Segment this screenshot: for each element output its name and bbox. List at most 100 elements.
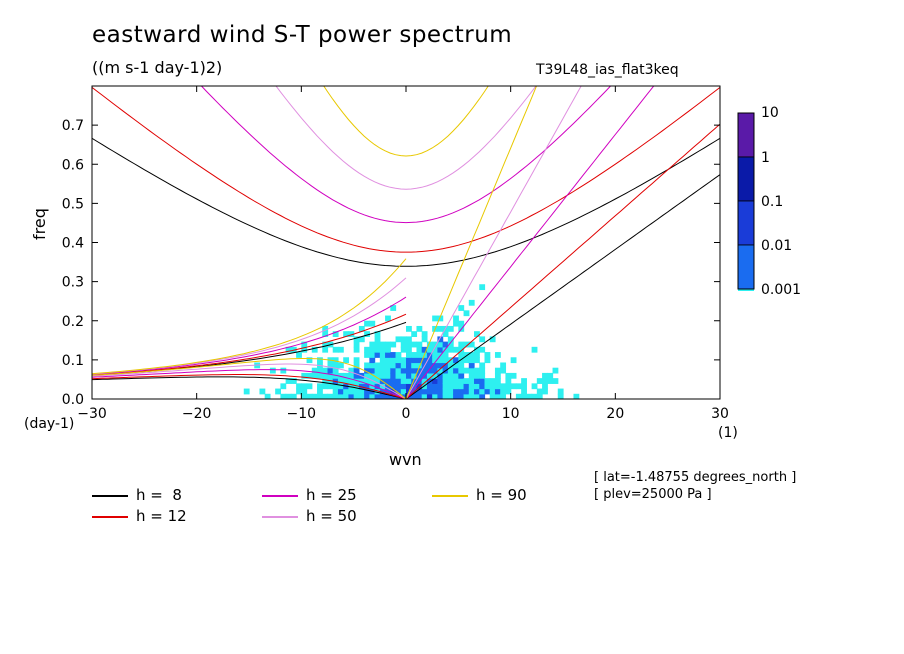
colorbar-label: 0.1 bbox=[761, 194, 783, 210]
field-cell bbox=[421, 378, 428, 384]
x-tick-label: −20 bbox=[182, 406, 212, 422]
legend-line-h90 bbox=[432, 495, 468, 497]
field-cell bbox=[285, 393, 292, 399]
field-cell bbox=[406, 383, 412, 390]
field-cell bbox=[306, 372, 313, 379]
field-cell bbox=[447, 393, 454, 399]
field-cell bbox=[458, 367, 465, 374]
legend-label-h12: h = 12 bbox=[136, 507, 187, 525]
field-cell bbox=[453, 378, 459, 384]
field-cell bbox=[406, 357, 412, 364]
field-cell bbox=[332, 367, 339, 374]
field-cell bbox=[453, 315, 459, 322]
field-cell bbox=[332, 357, 339, 364]
field-cell bbox=[421, 367, 428, 374]
field-cell bbox=[379, 346, 386, 353]
field-cell bbox=[353, 388, 360, 395]
kelvin-wave-curve bbox=[405, 86, 655, 399]
field-cell bbox=[411, 362, 418, 369]
field-cell bbox=[400, 393, 407, 399]
field-cell bbox=[505, 383, 512, 390]
field-cell bbox=[348, 378, 355, 384]
field-cell bbox=[369, 367, 376, 374]
field-cell bbox=[500, 388, 507, 395]
field-cell bbox=[343, 378, 350, 384]
field-cell bbox=[432, 383, 438, 390]
rossby-wave-curve bbox=[92, 358, 407, 399]
field-cell bbox=[406, 325, 412, 332]
field-cell bbox=[400, 372, 407, 379]
field-cell bbox=[484, 383, 491, 390]
field-cell bbox=[505, 388, 512, 395]
field-cell bbox=[463, 310, 470, 317]
y-axis-unit: (day-1) bbox=[24, 416, 75, 432]
field-cell bbox=[494, 372, 501, 379]
field-cell bbox=[489, 378, 496, 384]
field-cell bbox=[515, 383, 522, 390]
field-cell bbox=[369, 393, 376, 399]
field-cell bbox=[395, 372, 402, 379]
field-cell bbox=[374, 341, 381, 348]
field-cell bbox=[322, 331, 329, 337]
field-cell bbox=[458, 362, 465, 369]
latitude-info: [ lat=-1.48755 degrees_north ] bbox=[594, 470, 797, 485]
field-cell bbox=[458, 346, 465, 353]
field-cell bbox=[348, 367, 355, 374]
inertia-gravity-wave-curve bbox=[275, 86, 537, 190]
field-cell bbox=[337, 378, 344, 384]
legend-label-h90: h = 90 bbox=[476, 486, 527, 504]
field-cell bbox=[395, 362, 402, 369]
field-cell bbox=[285, 378, 292, 384]
field-cell bbox=[332, 388, 339, 395]
field-cell bbox=[468, 299, 475, 306]
field-cell bbox=[547, 372, 554, 379]
field-cell bbox=[395, 352, 402, 358]
field-cell bbox=[494, 367, 501, 374]
field-cell bbox=[416, 362, 423, 369]
field-cell bbox=[280, 393, 287, 399]
kelvin-wave-curve bbox=[405, 174, 720, 399]
field-cell bbox=[432, 357, 438, 364]
field-cell bbox=[432, 341, 438, 348]
field-cell bbox=[337, 372, 344, 379]
field-cell bbox=[411, 383, 418, 390]
field-cell bbox=[416, 325, 423, 332]
y-tick-label: 0.5 bbox=[62, 196, 84, 212]
kelvin-wave-curve bbox=[405, 86, 582, 399]
field-cell bbox=[542, 372, 548, 379]
field-cell bbox=[379, 341, 386, 348]
field-cell bbox=[474, 383, 480, 390]
field-cell bbox=[348, 331, 355, 337]
field-cell bbox=[458, 393, 465, 399]
field-cell bbox=[531, 346, 538, 353]
field-cell bbox=[468, 362, 475, 369]
field-cell bbox=[479, 378, 486, 384]
field-cell bbox=[364, 346, 370, 353]
field-cell bbox=[411, 393, 418, 399]
field-cell bbox=[364, 383, 370, 390]
field-cell bbox=[406, 336, 412, 343]
field-cell bbox=[505, 378, 512, 384]
field-cell bbox=[521, 383, 527, 390]
field-cell bbox=[364, 331, 370, 337]
field-cell bbox=[468, 383, 475, 390]
field-cell bbox=[474, 388, 480, 395]
field-cell bbox=[510, 357, 517, 364]
field-cell bbox=[479, 284, 486, 291]
field-cell bbox=[406, 362, 412, 369]
field-cell bbox=[353, 336, 360, 343]
field-cell bbox=[494, 383, 501, 390]
field-cell bbox=[311, 393, 318, 399]
field-cell bbox=[474, 352, 480, 358]
field-cell bbox=[468, 341, 475, 348]
field-cell bbox=[479, 367, 486, 374]
field-cell bbox=[442, 372, 449, 379]
y-tick-label: 0.2 bbox=[62, 314, 84, 330]
field-cell bbox=[447, 325, 454, 332]
x-axis-unit: (1) bbox=[718, 425, 738, 441]
field-cell bbox=[327, 362, 334, 369]
field-cell bbox=[463, 341, 470, 348]
field-cell bbox=[385, 315, 391, 322]
field-cell bbox=[463, 393, 470, 399]
field-cell bbox=[306, 357, 313, 364]
